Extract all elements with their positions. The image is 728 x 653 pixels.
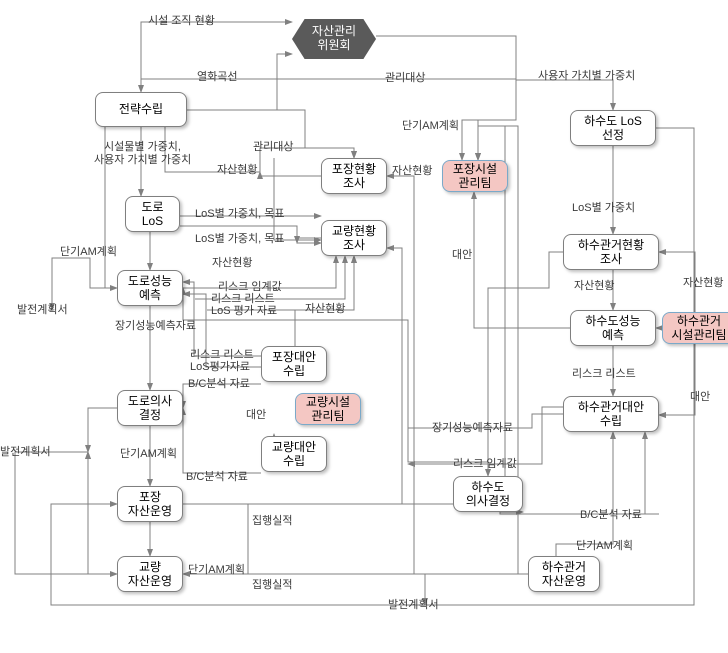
edge-label: 대안 — [690, 388, 710, 404]
node-bridge_team: 교량시설관리팀 — [295, 393, 361, 425]
edge-label: 사용자 가치별 가중치 — [94, 151, 191, 167]
edge-label: LoS별 가중치, 목표 — [195, 230, 284, 246]
node-road_los: 도로LoS — [125, 196, 180, 232]
node-pavement_team: 포장시설관리팀 — [442, 160, 508, 192]
node-road_decision: 도로의사결정 — [117, 390, 183, 426]
diagram-canvas: 자산관리위원회전략수립도로LoS 포장현황조사교량현황조사도로성능예측포장대안수립… — [0, 0, 728, 653]
edge-label: 대안 — [452, 246, 472, 262]
edge-label: 집행실적 — [252, 512, 292, 528]
edge-label: 자산현황 — [305, 300, 345, 316]
node-road_perf: 도로성능예측 — [117, 270, 183, 306]
edge-label: LoS별 가중치, 목표 — [195, 205, 284, 221]
node-pavement_asset: 포장자산운영 — [117, 486, 183, 522]
edge-label: 관리대상 — [253, 138, 293, 154]
node-sewer_perf: 하수도성능예측 — [570, 310, 656, 346]
node-sewer_asset: 하수관거자산운영 — [528, 556, 600, 592]
edge-label: 시설 조직 현황 — [148, 12, 215, 28]
node-bridge_alt: 교량대안수립 — [261, 436, 327, 472]
edge-label: 자산현황 — [212, 254, 252, 270]
edge-label: 발전계획서 — [17, 301, 68, 317]
edge-label: LoS별 가중치 — [572, 199, 635, 215]
edge-label: 단기AM계획 — [402, 117, 459, 133]
edge-label: LoS 평가 자료 — [211, 302, 277, 318]
edge-label: 단기AM계획 — [120, 445, 177, 461]
edge-label: 단기AM계획 — [60, 243, 117, 259]
node-pavement_alt: 포장대안수립 — [261, 346, 327, 382]
edge-label: 장기성능예측자료 — [432, 419, 513, 435]
node-sewer_team: 하수관거시설관리팀 — [662, 312, 728, 344]
edge-label: 발전계획서 — [388, 596, 439, 612]
edge-label: 리스크 리스트 — [572, 365, 636, 381]
edge-label: 관리대상 — [385, 69, 425, 85]
edge-label: 자산현황 — [574, 277, 614, 293]
node-sewer_los: 하수도 LoS선정 — [570, 110, 656, 146]
edge-label: B/C분석 자료 — [580, 506, 642, 522]
edge-label: 발전계획서 — [0, 443, 51, 459]
node-sewer_decision: 하수도의사결정 — [453, 476, 523, 512]
node-sewer_alt: 하수관거대안수립 — [563, 396, 659, 432]
edge-label: 리스크 임계값 — [453, 455, 517, 471]
edge-label: 자산현황 — [217, 161, 257, 177]
node-strategy: 전략수립 — [95, 92, 187, 127]
edge-label: 자산현황 — [683, 274, 723, 290]
edge-label: B/C분석 자료 — [188, 375, 250, 391]
edge-label: 집행실적 — [252, 576, 292, 592]
node-committee: 자산관리위원회 — [292, 19, 376, 59]
edge-label: 장기성능예측자료 — [115, 317, 196, 333]
edge-label: 자산현황 — [392, 162, 432, 178]
edge-label: B/C분석 자료 — [186, 468, 248, 484]
node-bridge_survey: 교량현황조사 — [321, 220, 387, 256]
edge-label: 대안 — [246, 406, 266, 422]
node-bridge_asset: 교량자산운영 — [117, 556, 183, 592]
edge-label: 열화곡선 — [197, 68, 237, 84]
edge-label: 단기AM계획 — [188, 561, 245, 577]
node-sewer_survey: 하수관거현황조사 — [563, 234, 659, 270]
edge-label: LoS평가자료 — [190, 358, 250, 374]
node-pavement_survey: 포장현황조사 — [321, 158, 387, 194]
edge-label: 단기AM계획 — [576, 537, 633, 553]
edge-label: 사용자 가치별 가중치 — [538, 67, 635, 83]
